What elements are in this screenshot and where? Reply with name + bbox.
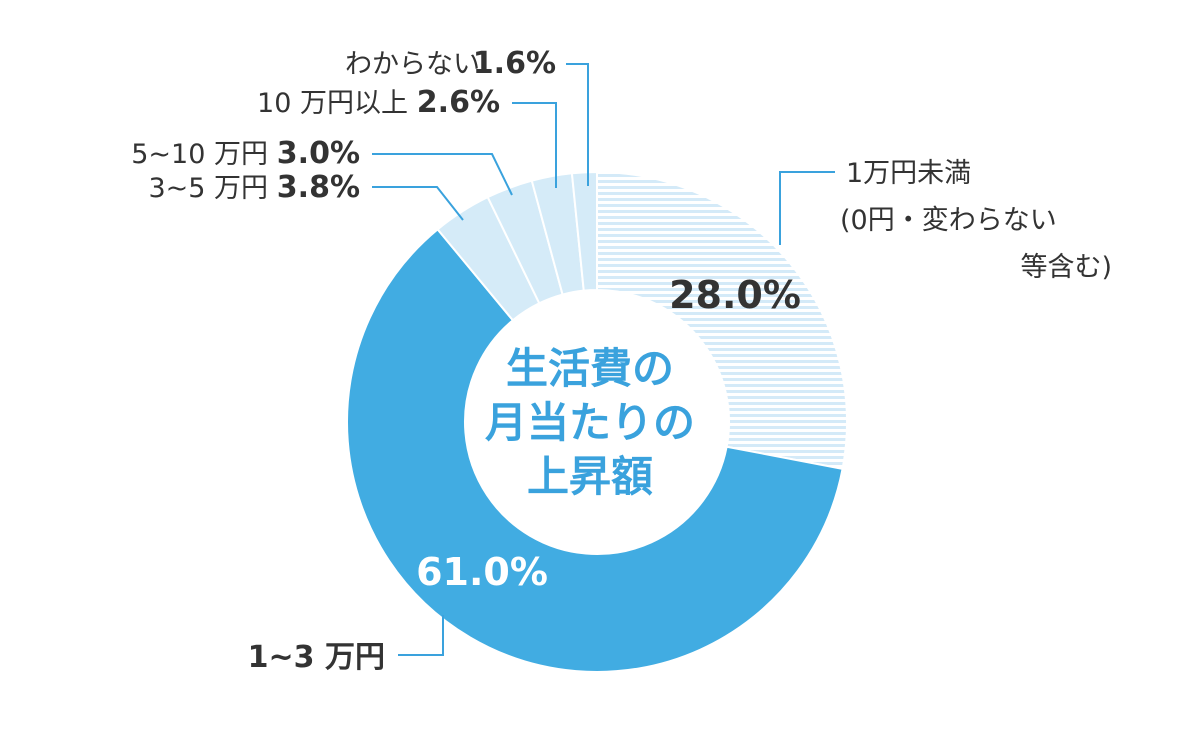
category-label-1to3: 1~3 万円	[248, 640, 385, 675]
category-label-unknown: わからない	[345, 49, 480, 80]
category-label-under1: 1万円未満	[846, 158, 971, 189]
leader-line-under1	[779, 171, 835, 245]
leader-line-3to5	[372, 186, 464, 221]
category-label-3to5: 3~5 万円	[148, 173, 268, 204]
data-label-5to10: 3.0%	[277, 136, 360, 171]
center-title-line-1: 生活費の	[506, 344, 674, 393]
donut-slice-0	[596, 170, 848, 471]
category-sub-under1-1: (0円・変わらない	[840, 205, 1057, 236]
donut-slice-5	[570, 170, 598, 292]
leader-line-unknown	[566, 63, 589, 186]
category-sub-under1-2: 等含む)	[1020, 252, 1112, 283]
data-label-10plus: 2.6%	[417, 85, 500, 120]
leader-line-5to10	[372, 153, 513, 196]
data-label-under1: 28.0%	[669, 273, 801, 317]
category-label-10plus: 10 万円以上	[257, 88, 408, 119]
data-label-3to5: 3.8%	[277, 170, 360, 205]
center-title-line-2: 月当たりの	[485, 398, 695, 447]
data-label-unknown: 1.6%	[473, 46, 556, 81]
donut-slice-1	[346, 227, 844, 673]
center-title-line-3: 上昇額	[527, 452, 653, 501]
leader-line-10plus	[512, 102, 557, 188]
data-label-1to3: 61.0%	[416, 550, 548, 594]
category-label-5to10: 5~10 万円	[131, 139, 268, 170]
donut-slices	[346, 170, 848, 673]
leader-line-1to3	[398, 615, 444, 656]
